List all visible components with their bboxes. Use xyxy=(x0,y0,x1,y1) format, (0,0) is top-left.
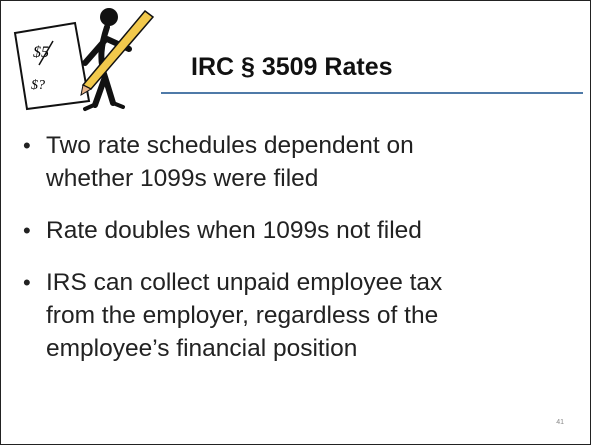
bullet-item: • Rate doubles when 1099s not filed xyxy=(23,214,583,247)
bullet-text: Rate doubles when 1099s not filed xyxy=(46,214,583,247)
head xyxy=(100,8,118,26)
slide-title: IRC § 3509 Rates xyxy=(191,53,393,82)
clipart-label: $? xyxy=(31,78,45,93)
clipart: $5 $? xyxy=(9,5,159,115)
feet xyxy=(85,103,123,109)
bullet-text: employee’s financial position xyxy=(46,332,583,365)
bullet-text: Two rate schedules dependent on xyxy=(46,129,583,162)
bullet-text: from the employer, regardless of the xyxy=(46,299,583,332)
bullet-dot: • xyxy=(23,214,31,247)
slide: $5 $? IRC § 3509 Rates • Two rate schedul… xyxy=(0,0,591,445)
bullet-text: whether 1099s were filed xyxy=(46,162,583,195)
bullet-dot: • xyxy=(23,266,31,299)
bullet-dot: • xyxy=(23,129,31,162)
page-number: 41 xyxy=(556,419,564,426)
paper xyxy=(15,23,89,109)
page: $5 $? IRC § 3509 Rates • Two rate schedul… xyxy=(0,0,591,445)
title-rule xyxy=(161,92,583,94)
bullet-text: IRS can collect unpaid employee tax xyxy=(46,266,583,299)
